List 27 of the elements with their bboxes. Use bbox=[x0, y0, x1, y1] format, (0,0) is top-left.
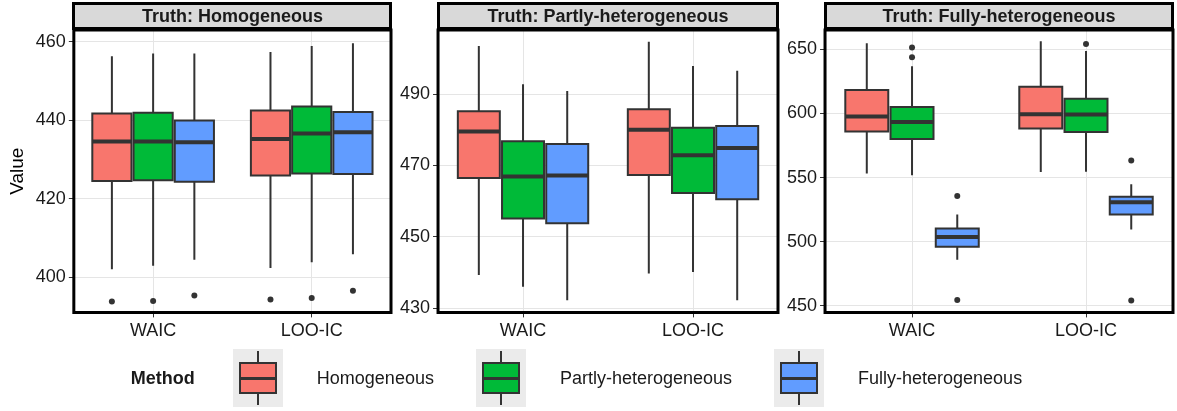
y-tick-label: 550 bbox=[786, 166, 818, 187]
x-tick-label: WAIC bbox=[499, 320, 547, 341]
legend-label: Partly-heterogeneous bbox=[559, 367, 733, 389]
y-axis-title: Value bbox=[5, 147, 27, 195]
chart-title: Truth: Partly-heterogeneous bbox=[436, 2, 780, 30]
y-tick-label: 490 bbox=[399, 83, 431, 104]
legend-label: Homogeneous bbox=[316, 367, 434, 389]
y-tick-label: 460 bbox=[35, 30, 66, 51]
y-tick-label: 650 bbox=[786, 38, 818, 59]
chart-title: Truth: Fully-heterogeneous bbox=[823, 2, 1175, 30]
y-tick-label: 430 bbox=[399, 297, 431, 318]
y-tick-label: 400 bbox=[35, 266, 66, 287]
y-tick-label: 450 bbox=[399, 225, 431, 246]
chart-title: Truth: Homogeneous bbox=[72, 2, 393, 30]
y-tick-label: 440 bbox=[35, 109, 66, 130]
x-tick-label: LOO-IC bbox=[280, 320, 343, 341]
x-tick-label: LOO-IC bbox=[662, 320, 725, 341]
x-tick-label: LOO-IC bbox=[1055, 320, 1118, 341]
y-tick-label: 600 bbox=[786, 102, 818, 123]
y-tick-label: 470 bbox=[399, 154, 431, 175]
x-tick-label: WAIC bbox=[129, 320, 177, 341]
y-tick-label: 450 bbox=[786, 294, 818, 315]
y-tick-label: 420 bbox=[35, 187, 66, 208]
y-tick-label: 500 bbox=[786, 230, 818, 251]
x-tick-label: WAIC bbox=[888, 320, 936, 341]
legend-title: Method bbox=[130, 367, 195, 389]
legend-label: Fully-heterogeneous bbox=[858, 367, 1023, 389]
